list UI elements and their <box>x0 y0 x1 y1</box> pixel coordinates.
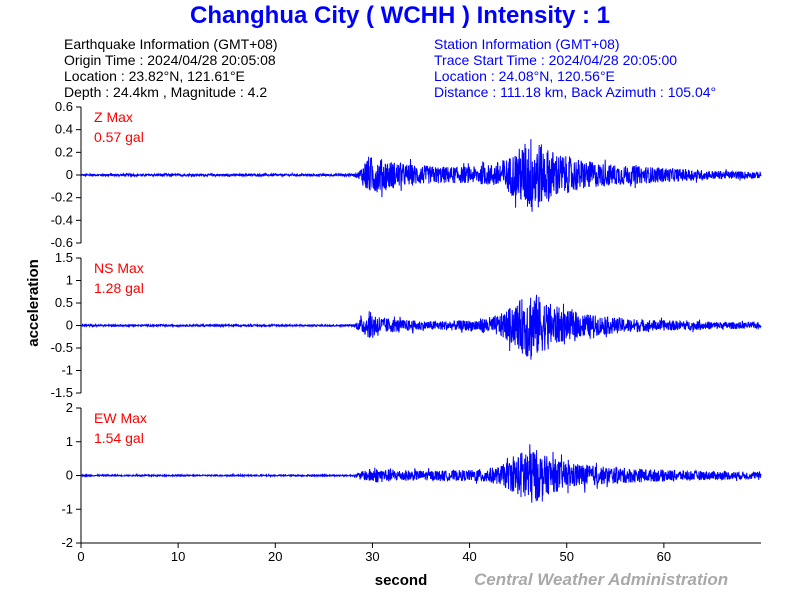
y-tick-label: -0.4 <box>51 212 73 227</box>
y-tick-label: 1 <box>66 434 73 449</box>
waveform-ns <box>80 294 762 360</box>
station-location: Location : 24.08°N, 120.56°E <box>434 68 615 84</box>
panel-ns: 1.5 1 0.5 0 -0.5 -1 -1.5 NS Max 1.28 gal <box>51 250 762 400</box>
epicenter-location: Location : 23.82°N, 121.61°E <box>64 68 245 84</box>
panel-ew: 2 1 0 -1 -2 EW Max 1.54 gal <box>61 400 762 550</box>
y-tick-label: -0.2 <box>51 190 73 205</box>
panel-label-z: Z Max <box>94 109 133 125</box>
x-tick-label: 40 <box>462 549 476 564</box>
x-tick-label: 10 <box>171 549 185 564</box>
y-tick-label: 0 <box>66 318 73 333</box>
x-tick-label: 50 <box>559 549 573 564</box>
depth-magnitude: Depth : 24.4km , Magnitude : 4.2 <box>64 84 268 100</box>
x-tick-label: 30 <box>365 549 379 564</box>
y-tick-label: 0.4 <box>55 122 73 137</box>
page-title: Changhua City ( WCHH ) Intensity : 1 <box>190 2 610 29</box>
y-tick-label: 1.5 <box>55 250 73 265</box>
x-axis-title: second <box>375 572 428 589</box>
y-tick-label: 0.2 <box>55 144 73 159</box>
y-tick-label: 0.5 <box>55 295 73 310</box>
y-tick-label: -0.5 <box>51 340 73 355</box>
x-tick-label: 0 <box>77 549 84 564</box>
x-tick-label: 20 <box>268 549 282 564</box>
panel-max-ns: 1.28 gal <box>94 280 144 296</box>
waveform-z <box>81 139 762 212</box>
y-tick-label: 2 <box>66 400 73 415</box>
trace-start-time: Trace Start Time : 2024/04/28 20:05:00 <box>434 52 678 68</box>
x-tick-label: 60 <box>657 549 671 564</box>
waveform-ew <box>80 444 762 503</box>
station-info-heading: Station Information (GMT+08) <box>434 36 620 52</box>
y-tick-label: -1.5 <box>51 385 73 400</box>
panel-z: 0.6 0.4 0.2 0 -0.2 -0.4 -0.6 Z Max 0.57 gal <box>51 99 762 250</box>
y-tick-label: 0.6 <box>55 99 73 114</box>
y-tick-label: -2 <box>61 535 73 550</box>
y-axis-title: acceleration <box>25 259 42 347</box>
distance-azimuth: Distance : 111.18 km, Back Azimuth : 105… <box>434 84 717 100</box>
panel-max-z: 0.57 gal <box>94 129 144 145</box>
panel-label-ew: EW Max <box>94 410 147 426</box>
y-tick-label: -1 <box>61 363 73 378</box>
panel-max-ew: 1.54 gal <box>94 430 144 446</box>
watermark: Central Weather Administration <box>474 570 729 589</box>
y-tick-label: 0 <box>66 468 73 483</box>
y-tick-label: -1 <box>61 501 73 516</box>
station-info-block: Station Information (GMT+08) Trace Start… <box>434 36 716 100</box>
y-tick-label: 1 <box>66 273 73 288</box>
origin-time: Origin Time : 2024/04/28 20:05:08 <box>64 52 276 68</box>
earthquake-info-block: Earthquake Information (GMT+08) Origin T… <box>64 36 278 100</box>
earthquake-info-heading: Earthquake Information (GMT+08) <box>64 36 278 52</box>
y-tick-label: 0 <box>66 167 73 182</box>
y-tick-label: -0.6 <box>51 235 73 250</box>
panel-label-ns: NS Max <box>94 260 144 276</box>
